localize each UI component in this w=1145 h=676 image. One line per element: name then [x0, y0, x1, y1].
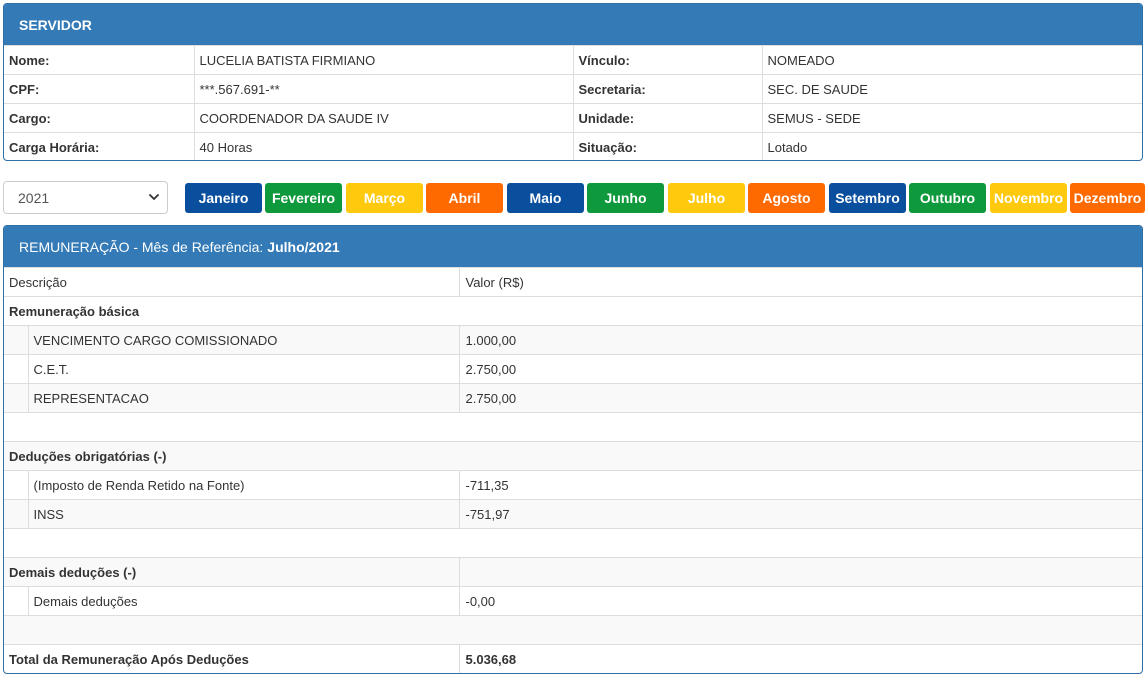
cargo-label: Cargo: [4, 103, 195, 133]
month-label: Julho [687, 190, 726, 206]
item-value: -0,00 [459, 586, 1142, 616]
item-desc: VENCIMENTO CARGO COMISSIONADO [28, 325, 460, 355]
table-row: VENCIMENTO CARGO COMISSIONADO 1.000,00 [4, 325, 1142, 355]
item-desc: C.E.T. [28, 354, 460, 384]
group-row-basica: Remuneração básica [4, 296, 1142, 326]
remuneracao-title-prefix: REMUNERAÇÃO - Mês de Referência: [19, 238, 264, 255]
situacao-value: Lotado [762, 132, 1142, 160]
secretaria-label: Secretaria: [573, 74, 763, 104]
group-label: Deduções obrigatórias (-) [4, 441, 1142, 471]
cargo-value: COORDENADOR DA SAUDE IV [194, 103, 574, 133]
group-label: Demais deduções (-) [4, 557, 460, 587]
table-row: REPRESENTACAO 2.750,00 [4, 383, 1142, 413]
unidade-value: SEMUS - SEDE [762, 103, 1142, 133]
column-header-descricao: Descrição [4, 267, 460, 297]
table-row: (Imposto de Renda Retido na Fonte) -711,… [4, 470, 1142, 500]
month-button-dezembro[interactable]: Dezembro [1070, 183, 1145, 213]
month-button-fevereiro[interactable]: Fevereiro [265, 183, 342, 213]
month-button-maio[interactable]: Maio [507, 183, 584, 213]
situacao-label: Situação: [573, 132, 763, 160]
month-label: Janeiro [198, 190, 249, 206]
item-value: 1.000,00 [459, 325, 1142, 355]
month-button-julho[interactable]: Julho [668, 183, 745, 213]
item-desc: INSS [28, 499, 460, 529]
servidor-info-table: Nome: LUCELIA BATISTA FIRMIANO Vínculo: … [4, 45, 1142, 160]
month-label: Dezembro [1073, 190, 1142, 206]
secretaria-value: SEC. DE SAUDE [762, 74, 1142, 104]
item-value: -711,35 [459, 470, 1142, 500]
period-selector: 2021 Janeiro Fevereiro Março Abril Maio … [3, 181, 1145, 214]
year-select-value: 2021 [18, 189, 50, 206]
group-row-demais: Demais deduções (-) [4, 557, 1142, 587]
table-header-row: Descrição Valor (R$) [4, 267, 1142, 297]
month-label: Fevereiro [271, 190, 336, 206]
month-button-setembro[interactable]: Setembro [829, 183, 906, 213]
month-label: Agosto [762, 190, 811, 206]
servidor-panel-title: SERVIDOR [4, 4, 1142, 45]
month-label: Novembro [993, 190, 1064, 206]
unidade-label: Unidade: [573, 103, 763, 133]
item-value: 2.750,00 [459, 354, 1142, 384]
table-row: INSS -751,97 [4, 499, 1142, 529]
spacer-row [4, 412, 1142, 442]
item-desc: Demais deduções [28, 586, 460, 616]
vinculo-value: NOMEADO [762, 45, 1142, 75]
item-desc: (Imposto de Renda Retido na Fonte) [28, 470, 460, 500]
item-value: -751,97 [459, 499, 1142, 529]
month-label: Junho [604, 190, 647, 206]
month-button-janeiro[interactable]: Janeiro [185, 183, 262, 213]
servidor-row-cargo: Cargo: COORDENADOR DA SAUDE IV Unidade: … [4, 103, 1142, 133]
servidor-panel: SERVIDOR Nome: LUCELIA BATISTA FIRMIANO … [3, 3, 1143, 161]
total-row: Total da Remuneração Após Deduções 5.036… [4, 644, 1142, 673]
vinculo-label: Vínculo: [573, 45, 763, 75]
month-button-agosto[interactable]: Agosto [748, 183, 825, 213]
cpf-value: ***.567.691-** [194, 74, 574, 104]
nome-label: Nome: [4, 45, 195, 75]
nome-value: LUCELIA BATISTA FIRMIANO [194, 45, 574, 75]
month-label: Abril [448, 190, 481, 206]
table-row: Demais deduções -0,00 [4, 586, 1142, 616]
remuneracao-panel-title: REMUNERAÇÃO - Mês de Referência: Julho/2… [4, 226, 1142, 267]
remuneracao-panel: REMUNERAÇÃO - Mês de Referência: Julho/2… [3, 225, 1143, 674]
spacer-row [4, 528, 1142, 558]
servidor-row-nome: Nome: LUCELIA BATISTA FIRMIANO Vínculo: … [4, 45, 1142, 75]
month-button-marco[interactable]: Março [346, 183, 423, 213]
group-label: Remuneração básica [4, 296, 1142, 326]
month-button-abril[interactable]: Abril [426, 183, 503, 213]
servidor-row-cpf: CPF: ***.567.691-** Secretaria: SEC. DE … [4, 74, 1142, 104]
month-button-outubro[interactable]: Outubro [909, 183, 986, 213]
carga-horaria-value: 40 Horas [194, 132, 574, 160]
month-button-junho[interactable]: Junho [587, 183, 664, 213]
group-row-deducoes: Deduções obrigatórias (-) [4, 441, 1142, 471]
item-desc: REPRESENTACAO [28, 383, 460, 413]
month-label: Outubro [919, 190, 976, 206]
month-label: Março [363, 190, 406, 206]
month-button-novembro[interactable]: Novembro [990, 183, 1067, 213]
servidor-row-carga: Carga Horária: 40 Horas Situação: Lotado [4, 132, 1142, 160]
total-value: 5.036,68 [459, 644, 1142, 673]
remuneracao-table: Descrição Valor (R$) Remuneração básica … [4, 267, 1142, 673]
total-label: Total da Remuneração Após Deduções [4, 644, 460, 673]
month-label: Setembro [835, 190, 900, 206]
reference-month: Julho/2021 [267, 238, 340, 255]
chevron-down-icon [149, 194, 159, 200]
year-select[interactable]: 2021 [3, 181, 168, 214]
spacer-row [4, 615, 1142, 645]
month-label: Maio [529, 190, 562, 206]
table-row: C.E.T. 2.750,00 [4, 354, 1142, 384]
cpf-label: CPF: [4, 74, 195, 104]
item-value: 2.750,00 [459, 383, 1142, 413]
column-header-valor: Valor (R$) [459, 267, 1142, 297]
carga-horaria-label: Carga Horária: [4, 132, 195, 160]
